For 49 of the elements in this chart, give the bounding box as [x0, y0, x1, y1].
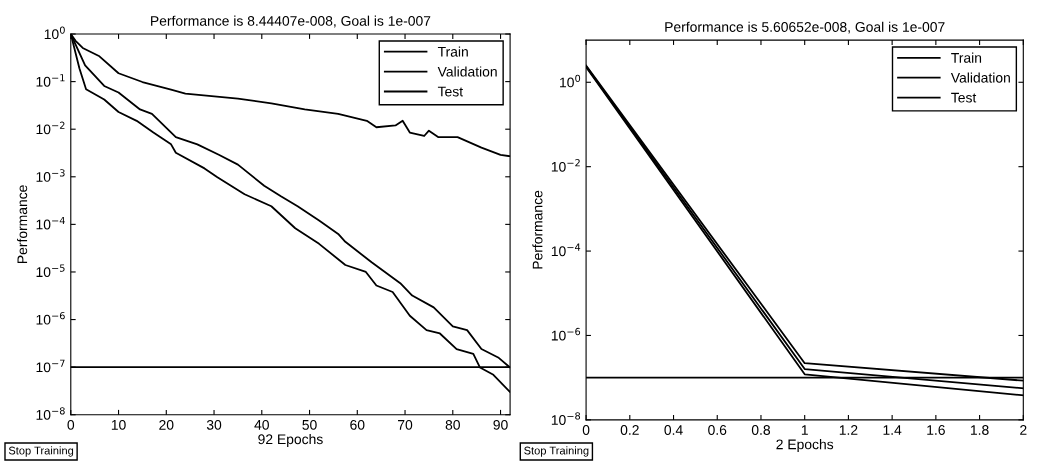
- y-tick-label: 10$^{−8}$: [36, 407, 65, 420]
- y-tick-label: 10$^{−7}$: [36, 359, 65, 373]
- x-axis-title: 2 Epochs: [776, 439, 834, 453]
- x-tick-label: 10: [111, 419, 126, 430]
- x-tick-label: 2: [1020, 425, 1027, 435]
- x-tick-label: 1.2: [839, 425, 858, 435]
- legend-label: Train: [951, 52, 982, 63]
- text: Stop Training: [524, 446, 589, 457]
- x-tick-label: 0.8: [751, 425, 771, 435]
- chart-title: Performance is 8.44407e-008, Goal is 1e-007: [151, 15, 431, 28]
- x-tick-label: 1.4: [883, 425, 902, 435]
- x-tick-label: 1: [801, 425, 808, 435]
- x-tick-label: 0.4: [664, 425, 683, 435]
- y-tick-label: 10$^{−6}$: [36, 311, 65, 325]
- y-tick-label: 10$^{−1}$: [36, 74, 65, 87]
- text: Stop Training: [8, 446, 74, 457]
- x-tick-label: 0: [582, 425, 590, 435]
- y-tick-label: 10$^{−4}$: [551, 243, 581, 257]
- x-tick-label: 90: [493, 419, 508, 430]
- y-tick-label: 10$^{0}$: [560, 74, 581, 88]
- x-tick-label: 60: [350, 419, 365, 430]
- y-tick-label: 10$^{−6}$: [551, 327, 581, 341]
- y-tick-label: 10$^{−4}$: [36, 216, 65, 230]
- x-tick-label: 0: [67, 419, 75, 430]
- y-axis-title: Performance: [17, 185, 28, 263]
- y-tick-label: 10$^{−8}$: [551, 412, 581, 425]
- y-axis-title: Performance: [532, 190, 543, 269]
- x-tick-label: 70: [398, 419, 413, 430]
- x-tick-label: 80: [445, 419, 460, 430]
- y-tick-label: 10$^{−3}$: [36, 169, 65, 182]
- x-tick-label: 50: [302, 419, 317, 430]
- legend-label: Test: [951, 92, 977, 103]
- x-tick-label: 30: [206, 419, 222, 430]
- y-tick-label: 10$^{0}$: [44, 26, 65, 40]
- chart-title: Performance is 5.60652e-008, Goal is 1e-007: [665, 21, 945, 34]
- y-tick-label: 10$^{−2}$: [36, 121, 65, 135]
- y-tick-label: 10$^{−2}$: [551, 159, 580, 172]
- x-tick-label: 0.6: [708, 425, 727, 435]
- legend-label: Validation: [437, 66, 497, 77]
- x-axis-title: 92 Epochs: [258, 433, 323, 447]
- legend-label: Train: [437, 46, 468, 57]
- legend-label: Validation: [950, 72, 1010, 83]
- legend-label: Test: [437, 86, 463, 97]
- x-tick-label: 40: [254, 419, 269, 430]
- x-tick-label: 1.6: [927, 425, 945, 435]
- x-tick-label: 20: [159, 419, 174, 430]
- x-tick-label: 1.8: [970, 425, 989, 435]
- y-tick-label: 10$^{−5}$: [36, 264, 65, 278]
- x-tick-label: 0.2: [620, 425, 639, 435]
